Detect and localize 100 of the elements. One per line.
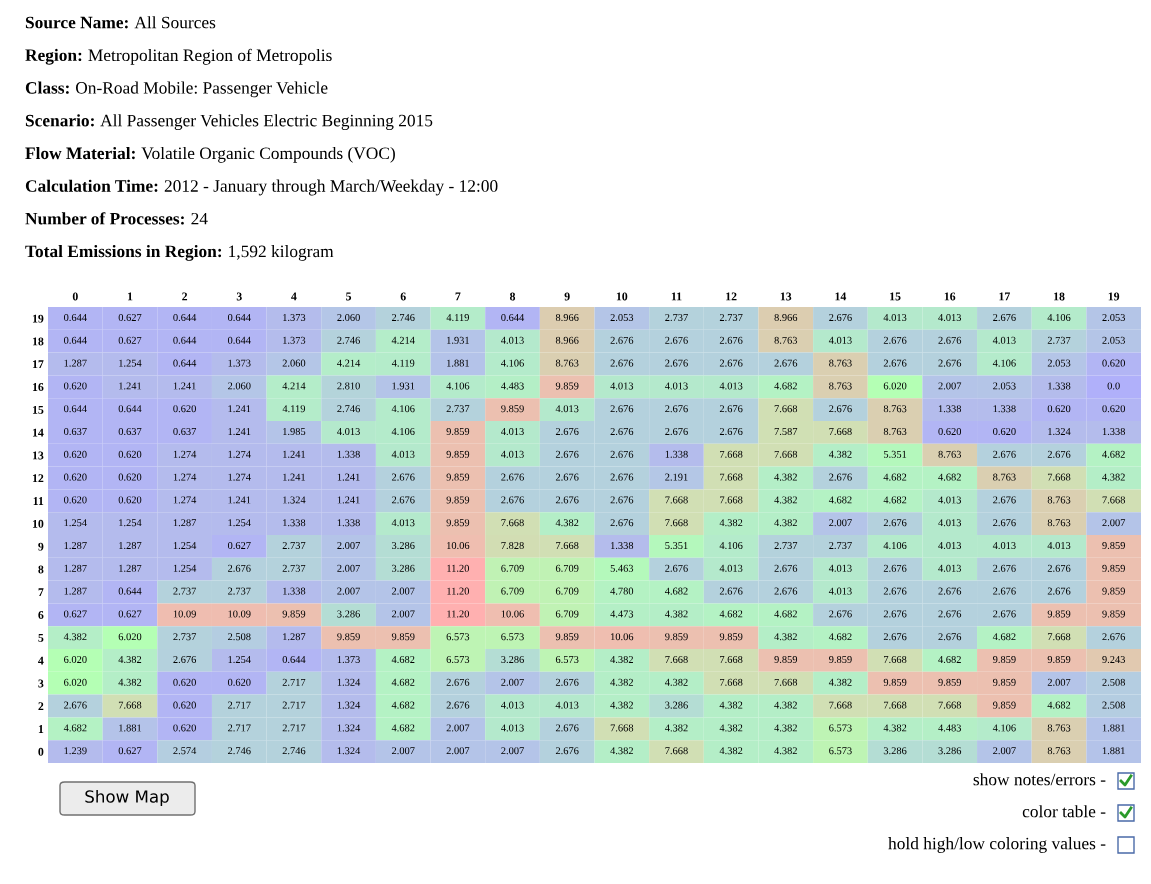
data-label: 7.668 <box>665 519 688 527</box>
data-label: 2.676 <box>883 633 907 641</box>
data-label: 9.859 <box>1047 655 1071 664</box>
data-label: 2.737 <box>665 314 688 322</box>
data-label: 4.106 <box>719 541 743 550</box>
data-label: 4.382 <box>118 678 142 686</box>
data-label: 1.287 <box>64 587 87 595</box>
data-label: 8.763 <box>993 473 1016 481</box>
data-label: 9.243 <box>1102 656 1125 664</box>
data-label: 9.859 <box>1102 541 1125 550</box>
data-label: 2.676 <box>610 473 634 481</box>
data-label: 2.676 <box>883 610 907 618</box>
data-label: 2.717 <box>282 701 306 709</box>
data-label: 0.644 <box>173 359 197 367</box>
data-label: 5.463 <box>610 564 634 572</box>
data-label: 0.627 <box>118 747 142 755</box>
data-label: 4.682 <box>828 633 852 641</box>
data-label: 0.644 <box>118 405 142 413</box>
data-label: 1.274 <box>173 496 197 504</box>
data-label: 1.274 <box>228 450 251 458</box>
y-tick-label: 3 <box>38 679 44 688</box>
data-label: 2.746 <box>337 336 360 344</box>
data-label: 1.287 <box>283 633 306 641</box>
data-label: 2.060 <box>228 382 251 390</box>
data-label: 2.676 <box>501 473 524 481</box>
y-tick-label: 14 <box>32 428 44 437</box>
data-label: 2.717 <box>228 701 251 709</box>
data-label: 2.676 <box>829 405 852 413</box>
data-label: 5.351 <box>883 450 907 458</box>
data-label: 2.676 <box>610 405 634 413</box>
data-label: 7.668 <box>556 541 579 550</box>
data-label: 1.274 <box>173 473 197 481</box>
data-label: 10.06 <box>501 610 524 618</box>
data-label: 0.620 <box>173 724 196 732</box>
data-label: 2.676 <box>993 610 1016 618</box>
data-label: 1.373 <box>283 314 306 322</box>
data-label: 7.668 <box>774 405 798 413</box>
data-label: 9.859 <box>1102 587 1125 595</box>
text: Scenario: All Passenger Vehicles Electric Beginning 2015 <box>25 114 433 130</box>
data-label: 0.620 <box>173 678 196 686</box>
data-label: 0.620 <box>64 496 87 504</box>
data-label: 1.338 <box>337 450 360 458</box>
data-label: 4.382 <box>664 610 688 618</box>
data-label: 2.717 <box>228 724 251 732</box>
data-label: 1.373 <box>228 359 251 367</box>
data-label: 4.780 <box>610 587 634 595</box>
data-label: 2.676 <box>774 564 798 572</box>
text: Region: Metropolitan Region of Metropolis <box>25 48 332 65</box>
data-label: 1.324 <box>337 724 361 732</box>
data-label: 2.676 <box>555 496 579 504</box>
data-label: 0.620 <box>173 701 196 709</box>
data-label: 9.859 <box>555 382 579 390</box>
data-label: 4.682 <box>938 655 961 664</box>
data-label: 4.013 <box>828 564 852 572</box>
data-label: 4.106 <box>992 359 1016 367</box>
data-label: 4.382 <box>610 678 633 686</box>
data-label: 0.644 <box>64 336 87 344</box>
data-label: 1.241 <box>228 405 251 413</box>
data-label: 2.676 <box>719 359 743 367</box>
data-label: 0.644 <box>64 313 87 322</box>
data-label: 3.286 <box>337 610 360 618</box>
x-tick-label: 4 <box>291 292 297 301</box>
data-label: 2.053 <box>610 313 634 322</box>
y-tick-label: 11 <box>33 497 44 505</box>
data-label: 2.007 <box>501 678 524 686</box>
data-label: 2.676 <box>993 496 1016 504</box>
y-tick-label: 5 <box>38 633 44 642</box>
data-label: 0.644 <box>64 405 87 413</box>
data-label: 6.020 <box>883 382 907 390</box>
data-label: 2.676 <box>610 496 634 504</box>
data-label: 4.682 <box>391 701 415 709</box>
data-label: 9.859 <box>337 633 360 641</box>
data-label: 9.859 <box>665 633 688 641</box>
data-label: 2.191 <box>665 473 688 481</box>
data-label: 2.737 <box>1047 336 1071 344</box>
data-label: 0.620 <box>993 427 1016 436</box>
data-label: 2.007 <box>391 747 415 755</box>
data-label: 2.676 <box>938 587 962 595</box>
data-label: 2.007 <box>1047 678 1071 686</box>
data-label: 0.644 <box>173 313 197 322</box>
data-label: 2.508 <box>1102 678 1125 686</box>
x-tick-label: 17 <box>999 292 1010 301</box>
data-label: 4.382 <box>555 519 579 527</box>
y-tick-label: 0 <box>38 747 44 756</box>
data-label: 4.013 <box>555 405 579 413</box>
data-label: 4.013 <box>992 541 1016 550</box>
data-label: 8.763 <box>1047 747 1071 755</box>
data-label: 1.338 <box>283 519 306 527</box>
data-label: 2.508 <box>1102 701 1125 709</box>
data-label: 2.676 <box>993 564 1016 572</box>
data-label: 1.241 <box>228 428 251 436</box>
data-label: 9.859 <box>446 473 470 481</box>
data-label: 4.013 <box>664 382 688 390</box>
data-label: 9.859 <box>719 633 743 641</box>
data-label: 2.676 <box>610 519 634 527</box>
data-label: 0.620 <box>118 496 142 504</box>
data-label: 9.859 <box>774 655 798 664</box>
data-label: 4.382 <box>774 724 797 732</box>
data-label: 9.859 <box>446 427 470 436</box>
data-label: 4.382 <box>664 678 688 686</box>
